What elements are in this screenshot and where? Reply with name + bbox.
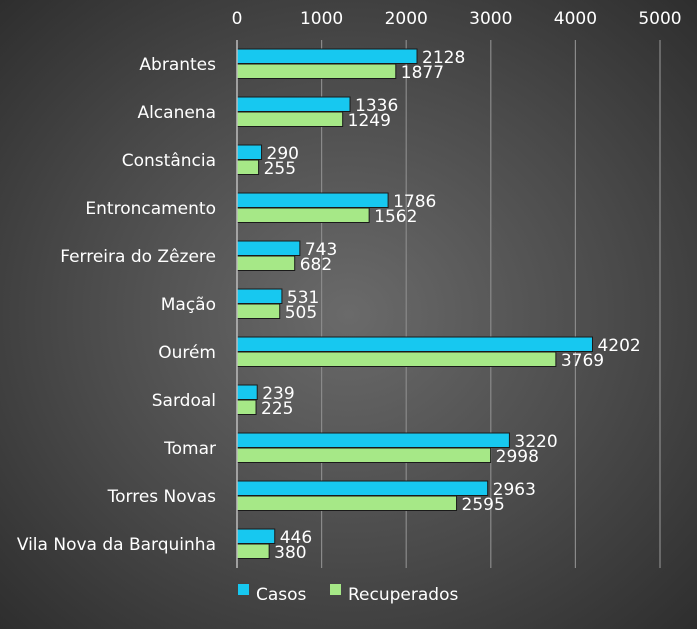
- bar-recuperados-vila-nova-da-barquinha: [236, 543, 270, 559]
- data-label-recuperados-entroncamento: 1562: [374, 207, 417, 227]
- data-label-casos-constancia: 290: [267, 144, 299, 164]
- bar-recuperados-ourem: [236, 351, 557, 367]
- data-label-casos-torres-novas: 2963: [493, 480, 536, 500]
- bar-recuperados-entroncamento: [236, 207, 370, 223]
- data-label-recuperados-constancia: 255: [264, 159, 296, 179]
- bar-casos-tomar: [236, 432, 510, 448]
- x-tick-label: 3000: [469, 9, 512, 29]
- category-labels: Abrantes Alcanena Constância Entroncamento F…: [17, 55, 216, 555]
- bar-casos-sardoal: [236, 384, 258, 400]
- data-label-casos-ferreira-do-zezere: 743: [305, 240, 337, 260]
- data-label-casos-sardoal: 239: [262, 384, 294, 404]
- bar-recuperados-tomar: [236, 447, 492, 463]
- legend: Casos Recuperados: [238, 584, 458, 605]
- x-tick-label: 4000: [554, 9, 597, 29]
- bar-casos-ourem: [236, 336, 593, 352]
- category-label-constancia: Constância: [122, 151, 216, 171]
- bar-casos-torres-novas: [236, 480, 489, 496]
- category-label-alcanena: Alcanena: [137, 103, 216, 123]
- category-label-tomar: Tomar: [163, 439, 216, 459]
- data-label-recuperados-macao: 505: [285, 303, 317, 323]
- x-tick-label: 0: [232, 9, 243, 29]
- category-label-vila-nova-da-barquinha: Vila Nova da Barquinha: [17, 535, 216, 555]
- data-label-casos-macao: 531: [287, 288, 319, 308]
- bar-recuperados-macao: [236, 303, 281, 319]
- data-label-recuperados-torres-novas: 2595: [462, 495, 505, 515]
- bar-casos-constancia: [236, 144, 263, 160]
- legend-label-casos: Casos: [256, 585, 307, 605]
- category-label-entroncamento: Entroncamento: [85, 199, 216, 219]
- bar-casos-entroncamento: [236, 192, 389, 208]
- data-label-recuperados-ourem: 3769: [561, 351, 604, 371]
- data-label-recuperados-alcanena: 1249: [348, 111, 391, 131]
- bar-casos-macao: [236, 288, 283, 304]
- bar-recuperados-ferreira-do-zezere: [236, 255, 296, 271]
- bar-casos-ferreira-do-zezere: [236, 240, 301, 256]
- data-label-casos-tomar: 3220: [514, 432, 557, 452]
- category-label-macao: Mação: [161, 295, 216, 315]
- legend-label-recuperados: Recuperados: [348, 585, 458, 605]
- bar-recuperados-alcanena: [236, 111, 344, 127]
- gridlines: [321, 40, 661, 568]
- bar-recuperados-constancia: [236, 159, 260, 175]
- bar-recuperados-torres-novas: [236, 495, 458, 511]
- data-label-recuperados-abrantes: 1877: [401, 63, 444, 83]
- x-tick-label: 1000: [300, 9, 343, 29]
- bar-casos-vila-nova-da-barquinha: [236, 528, 276, 544]
- bar-casos-abrantes: [236, 48, 418, 64]
- data-label-recuperados-ferreira-do-zezere: 682: [300, 255, 332, 275]
- data-label-casos-entroncamento: 1786: [393, 192, 436, 212]
- x-tick-label: 5000: [638, 9, 681, 29]
- data-label-recuperados-vila-nova-da-barquinha: 380: [274, 543, 306, 563]
- legend-swatch-casos: [238, 584, 249, 595]
- bar-recuperados-sardoal: [236, 399, 257, 415]
- category-label-ourem: Ourém: [158, 343, 216, 363]
- data-label-recuperados-sardoal: 225: [261, 399, 293, 419]
- category-label-abrantes: Abrantes: [139, 55, 216, 75]
- x-tick-label: 2000: [385, 9, 428, 29]
- bar-casos-alcanena: [236, 96, 351, 112]
- category-label-sardoal: Sardoal: [152, 391, 216, 411]
- x-tick-labels: 0 1000 2000 3000 4000 5000: [232, 9, 682, 29]
- data-label-casos-ourem: 4202: [597, 336, 640, 356]
- category-label-ferreira-do-zezere: Ferreira do Zêzere: [60, 247, 216, 267]
- data-label-casos-vila-nova-da-barquinha: 446: [280, 528, 312, 548]
- category-label-torres-novas: Torres Novas: [107, 487, 217, 507]
- bars: [236, 48, 593, 559]
- data-label-casos-alcanena: 1336: [355, 96, 398, 116]
- legend-swatch-recuperados: [330, 584, 341, 595]
- data-label-casos-abrantes: 2128: [422, 48, 465, 68]
- bar-recuperados-abrantes: [236, 63, 397, 79]
- data-label-recuperados-tomar: 2998: [496, 447, 539, 467]
